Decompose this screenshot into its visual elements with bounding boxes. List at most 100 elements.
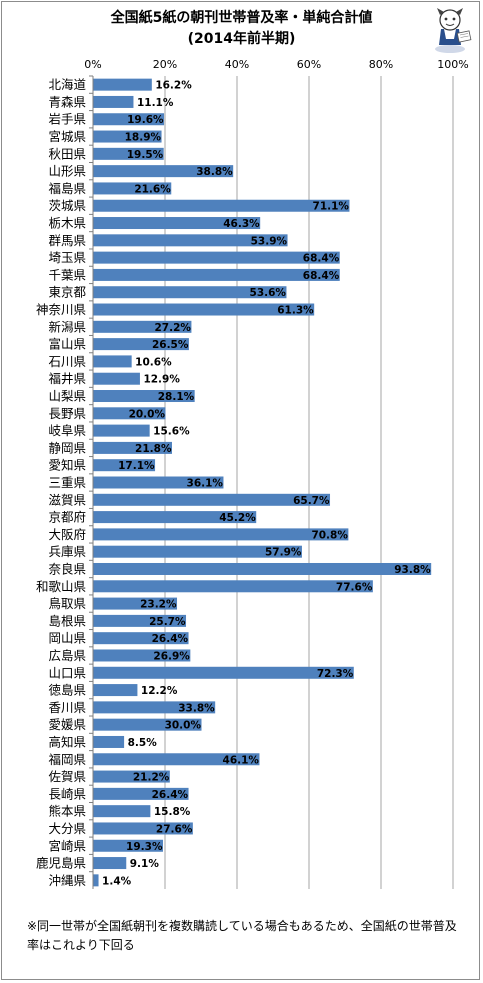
bar [93,95,134,108]
bar [93,614,187,627]
category-label: 山口県 [48,665,86,680]
category-label: 北海道 [48,77,86,92]
bar [93,874,99,887]
category-label: 山形県 [48,164,86,179]
bar [93,805,151,818]
category-label: 長野県 [48,406,86,421]
category-label: 新潟県 [48,319,86,334]
category-label: 宮城県 [48,129,86,144]
data-label: 1.4% [102,875,132,887]
data-label: 26.9% [153,650,190,662]
bar [93,684,138,697]
category-label: 石川県 [48,354,86,369]
bar [93,857,127,870]
data-label: 12.9% [143,374,180,386]
data-label: 30.0% [165,720,202,732]
data-label: 26.5% [152,339,189,351]
bar [93,787,189,800]
category-label: 熊本県 [48,804,86,819]
category-label: 兵庫県 [48,544,86,559]
category-label: 千葉県 [48,267,86,282]
data-label: 12.2% [141,685,178,697]
category-label: 奈良県 [48,561,86,576]
category-label: 沖縄県 [48,873,86,888]
bar [93,113,165,126]
bar [93,753,260,766]
data-label: 77.6% [336,581,373,593]
data-label: 65.7% [293,495,330,507]
bar [93,545,302,558]
category-label: 京都府 [48,510,86,525]
category-label: 岡山県 [48,631,86,646]
bar [93,251,340,264]
category-label: 群馬県 [48,233,86,248]
data-label: 57.9% [265,547,302,559]
data-label: 68.4% [303,270,340,282]
category-label: 埼玉県 [48,250,86,265]
category-label: 長崎県 [48,786,86,801]
bar [93,303,315,316]
data-label: 72.3% [317,668,354,680]
data-label: 17.1% [118,460,155,472]
category-label: 神奈川県 [36,302,86,317]
bar [93,165,234,178]
category-label: 徳島県 [48,683,86,698]
bar [93,320,192,333]
x-tick-label: 100% [437,58,468,71]
bar [93,268,340,281]
data-label: 61.3% [277,305,314,317]
bar [93,839,163,852]
data-label: 11.1% [137,97,174,109]
data-label: 68.4% [303,253,340,265]
bar [93,632,189,645]
bar [93,701,216,714]
bar [93,286,287,299]
bar [93,390,195,403]
category-label: 青森県 [48,94,86,109]
category-label: 大分県 [48,821,86,836]
data-label: 27.6% [156,823,193,835]
bar [93,338,189,351]
bar [93,562,432,575]
data-label: 71.1% [313,201,350,213]
x-tick-label: 40% [225,58,249,71]
bar [93,580,373,593]
data-label: 16.2% [155,80,192,92]
data-label: 93.8% [394,564,431,576]
bar [93,528,349,541]
data-label: 19.5% [127,149,164,161]
bar [93,355,132,368]
category-label: 栃木県 [48,216,86,231]
category-label: 愛知県 [48,458,86,473]
bar [93,372,140,385]
data-label: 53.6% [250,287,287,299]
category-label: 山梨県 [48,389,86,404]
data-label: 9.1% [130,858,160,870]
data-label: 15.8% [154,806,191,818]
data-label: 21.6% [134,183,171,195]
category-label: 三重県 [48,475,86,490]
data-label: 26.4% [152,789,189,801]
bar [93,666,354,679]
bar [93,493,331,506]
data-label: 21.8% [135,443,172,455]
data-label: 19.3% [126,841,163,853]
bar [93,822,193,835]
data-label: 45.2% [219,512,256,524]
category-label: 秋田県 [48,146,86,161]
x-tick-label: 20% [153,58,177,71]
data-label: 25.7% [149,616,186,628]
data-label: 21.2% [133,772,170,784]
category-label: 広島県 [48,648,86,663]
data-label: 19.6% [127,114,164,126]
bar [93,217,261,230]
data-label: 23.2% [140,599,177,611]
category-label: 岩手県 [48,112,86,127]
bar [93,735,125,748]
bar [93,459,156,472]
footnote: ※同一世帯が全国紙朝刊を複数購読している場合もあるため、全国紙の世帯普及率はこれ… [27,919,457,952]
category-label: 和歌山県 [36,579,86,594]
bar [93,597,178,610]
bar [93,476,224,489]
